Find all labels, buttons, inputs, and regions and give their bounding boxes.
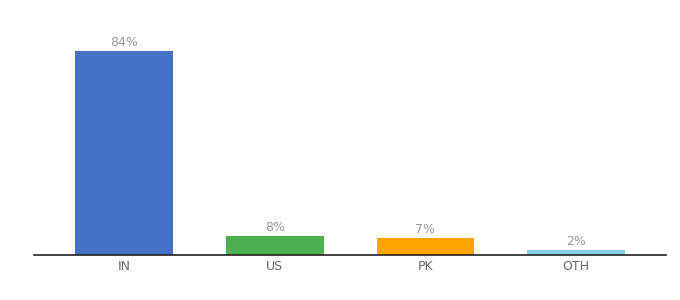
Bar (527, 250, 625, 255)
Text: 7%: 7% (415, 223, 435, 236)
Text: 8%: 8% (265, 220, 285, 234)
Text: 2%: 2% (566, 235, 586, 248)
Text: 84%: 84% (110, 36, 138, 49)
Bar (75, 51, 173, 255)
Bar (226, 236, 324, 255)
Bar (377, 238, 475, 255)
